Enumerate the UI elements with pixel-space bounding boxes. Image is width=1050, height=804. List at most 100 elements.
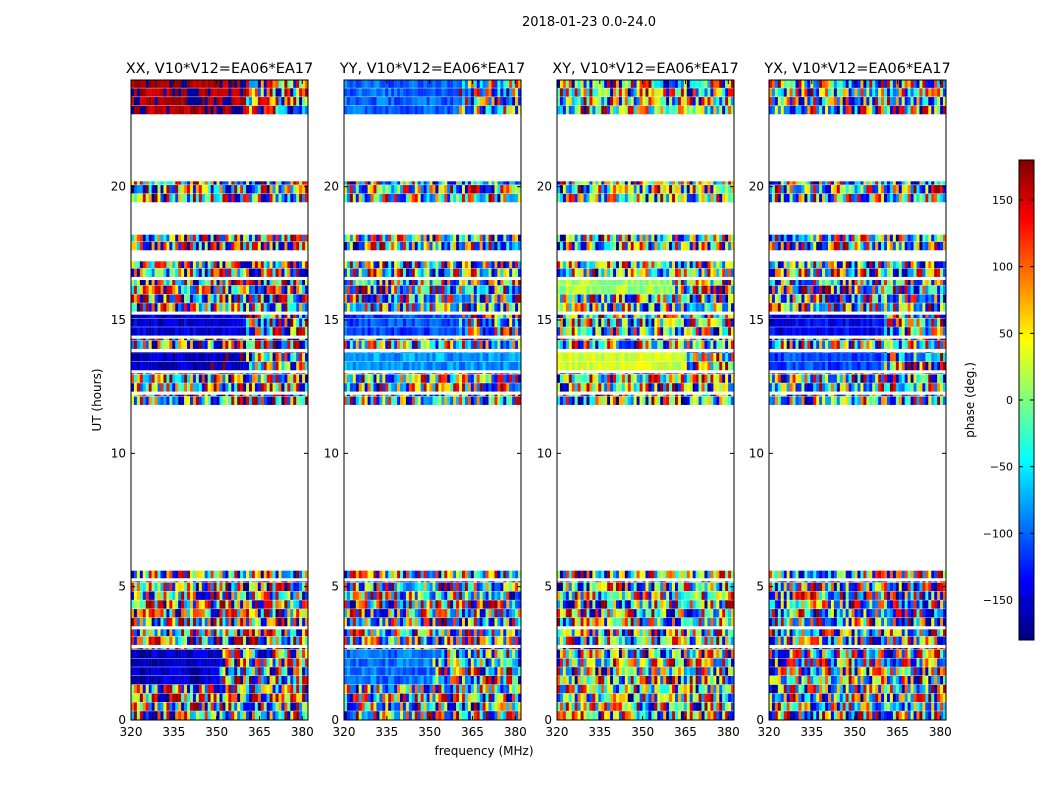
phase-cell (427, 362, 430, 370)
phase-cell (379, 339, 382, 340)
phase-cell (270, 600, 273, 608)
phase-cell (450, 395, 453, 396)
phase-cell (228, 185, 231, 193)
phase-cell (433, 353, 436, 361)
phase-cell (255, 650, 258, 658)
phase-cell (205, 80, 208, 88)
phase-cell (211, 327, 214, 335)
phase-cell (421, 581, 424, 582)
phase-cell (228, 685, 231, 693)
phase-cell (155, 571, 158, 579)
phase-cell (299, 373, 302, 374)
phase-cell (359, 383, 362, 391)
phase-cell (412, 694, 415, 702)
phase-cell (161, 383, 164, 391)
phase-cell (486, 676, 489, 684)
phase-cell (202, 685, 205, 693)
phase-cell (172, 650, 175, 658)
phase-cell (418, 609, 421, 617)
phase-cell (409, 397, 412, 405)
phase-cell (276, 676, 279, 684)
phase-cell (211, 80, 214, 88)
phase-cell (237, 609, 240, 617)
phase-cell (255, 685, 258, 693)
phase-cell (234, 711, 237, 719)
phase-cell (214, 571, 217, 579)
phase-cell (385, 591, 388, 599)
phase-cell (246, 600, 249, 608)
phase-cell (371, 362, 374, 370)
phase-cell (353, 352, 356, 353)
phase-cell (267, 88, 270, 96)
phase-cell (441, 353, 444, 361)
phase-cell (161, 341, 164, 349)
phase-cell (237, 658, 240, 666)
phase-cell (293, 609, 296, 617)
phase-cell (255, 581, 258, 582)
phase-cell (371, 648, 374, 649)
phase-cell (190, 648, 193, 649)
phase-cell (362, 397, 365, 405)
phase-cell (208, 667, 211, 675)
phase-cell (222, 327, 225, 335)
phase-cell (279, 315, 282, 318)
phase-cell (290, 280, 293, 285)
phase-cell (243, 702, 246, 710)
phase-cell (450, 711, 453, 719)
phase-cell (211, 352, 214, 353)
phase-cell (400, 667, 403, 675)
phase-cell (137, 581, 140, 582)
phase-cell (270, 353, 273, 361)
phase-cell (202, 303, 205, 311)
phase-cell (264, 583, 267, 591)
phase-cell (394, 294, 397, 302)
phase-cell (146, 341, 149, 349)
phase-cell (158, 648, 161, 649)
phase-cell (388, 711, 391, 719)
phase-cell (208, 303, 211, 311)
phase-cell (371, 667, 374, 675)
phase-cell (483, 341, 486, 349)
phase-cell (273, 658, 276, 666)
phase-cell (503, 694, 506, 702)
phase-cell (175, 373, 178, 374)
phase-cell (427, 374, 430, 382)
phase-cell (166, 618, 169, 626)
phase-cell (435, 685, 438, 693)
phase-cell (196, 353, 199, 361)
phase-cell (296, 261, 299, 268)
phase-cell (397, 339, 400, 340)
phase-cell (196, 80, 199, 88)
phase-cell (267, 269, 270, 277)
phase-cell (400, 315, 403, 318)
phase-cell (270, 650, 273, 658)
phase-cell (299, 88, 302, 96)
phase-cell (480, 397, 483, 405)
phase-cell (415, 650, 418, 658)
phase-cell (477, 591, 480, 599)
phase-cell (225, 397, 228, 405)
phase-cell (471, 362, 474, 370)
phase-cell (217, 694, 220, 702)
phase-cell (166, 571, 169, 579)
phase-cell (161, 362, 164, 370)
phase-cell (166, 235, 169, 242)
phase-cell (270, 286, 273, 294)
phase-cell (421, 339, 424, 340)
phase-cell (252, 685, 255, 693)
phase-cell (489, 294, 492, 302)
phase-cell (211, 294, 214, 302)
phase-cell (494, 374, 497, 382)
phase-cell (486, 373, 489, 374)
phase-cell (385, 303, 388, 311)
phase-cell (435, 327, 438, 335)
phase-cell (347, 629, 350, 636)
phase-cell (406, 327, 409, 335)
phase-cell (187, 618, 190, 626)
phase-cell (149, 583, 152, 591)
phase-cell (293, 395, 296, 396)
phase-cell (433, 629, 436, 636)
phase-cell (433, 600, 436, 608)
phase-cell (412, 583, 415, 591)
phase-cell (296, 591, 299, 599)
